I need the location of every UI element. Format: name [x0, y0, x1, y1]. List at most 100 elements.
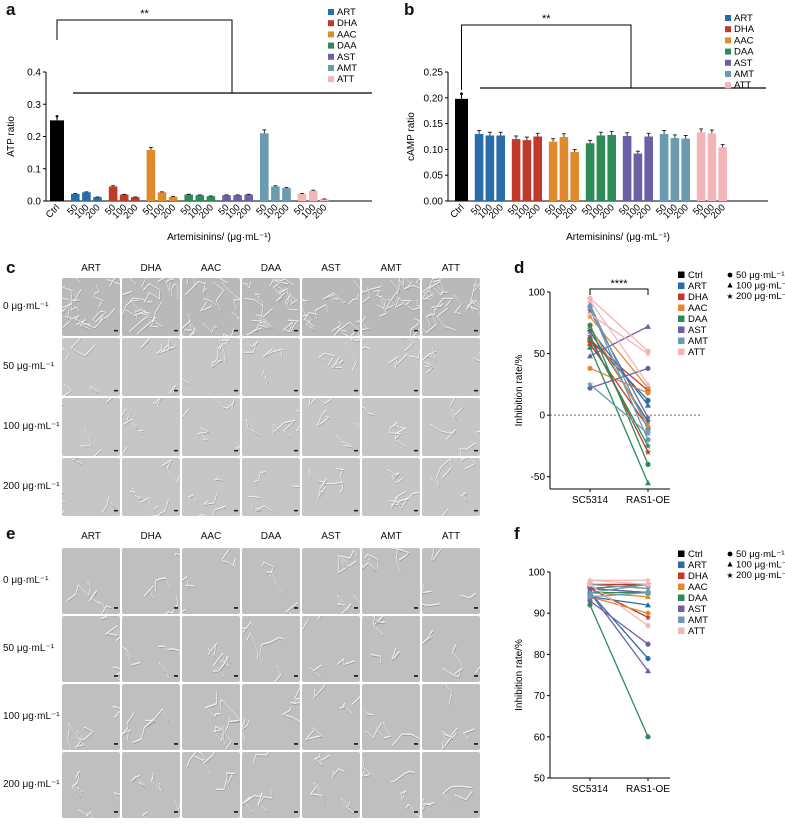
legend-label-aac: AAC: [688, 582, 708, 593]
point-daa: [644, 442, 652, 449]
point-att: [586, 577, 594, 584]
row-header-dose: 100 μg·mL⁻¹: [3, 711, 60, 722]
y-tick-label: 0.1: [27, 164, 41, 175]
legend-label-dha: DHA: [688, 292, 709, 303]
micrograph-daa: [242, 398, 300, 456]
point-ast: [645, 323, 651, 329]
x-tick-label: RAS1-OE: [626, 784, 670, 793]
row-header-dose: 0 μg·mL⁻¹: [3, 575, 49, 586]
bar-dha: [119, 194, 129, 201]
line-ast: [589, 592, 649, 672]
bar-daa: [206, 196, 216, 201]
y-axis-label: Inhibition rate/%: [514, 355, 525, 427]
bar-amt: [271, 186, 280, 201]
legend-swatch-ctrl: [678, 550, 685, 557]
point-att: [645, 622, 651, 629]
legend-swatch-amt: [678, 616, 685, 623]
micrograph-amt: [362, 548, 420, 614]
column-header-daa: DAA: [260, 531, 282, 542]
point-aac: [645, 390, 651, 396]
legend-swatch-art: [328, 9, 334, 15]
point-att: [644, 350, 652, 357]
legend-label-ctrl: Ctrl: [688, 549, 703, 560]
micrograph-ast: [302, 398, 360, 456]
micrograph-att: [422, 338, 480, 396]
legend-swatch-daa: [678, 594, 685, 601]
legend-swatch-daa: [725, 48, 731, 55]
point-dha: [644, 614, 652, 621]
significance-label: **: [542, 13, 551, 25]
legend-swatch-dha: [328, 20, 334, 27]
legend-label-daa: DAA: [734, 47, 754, 58]
legend-swatch-amt: [725, 71, 731, 77]
micrograph-aac: [182, 278, 240, 336]
bar-ast: [633, 153, 643, 201]
bar-ctrl: [455, 98, 468, 201]
bar-daa: [596, 135, 606, 201]
point-daa: [587, 344, 593, 350]
significance-bracket: [589, 288, 649, 295]
y-tick-label: 50: [534, 349, 546, 360]
significance-label: **: [140, 8, 149, 20]
row-header-dose: 100 μg·mL⁻¹: [3, 421, 60, 432]
legend-dose-label: 100 μg·mL⁻¹: [736, 560, 785, 571]
legend-dose-marker: [727, 561, 733, 567]
micrograph-daa: [242, 752, 300, 818]
micrograph-aac: [182, 398, 240, 456]
line-att: [589, 300, 649, 385]
micrograph-att: [422, 398, 480, 456]
point-aac: [644, 384, 652, 392]
micrograph-daa: [242, 458, 300, 516]
line-att: [589, 297, 649, 352]
micrograph-art: [62, 338, 120, 396]
line-daa: [589, 338, 649, 447]
y-tick-label: 0.25: [424, 68, 444, 79]
legend-label-daa: DAA: [688, 314, 708, 325]
legend-label-daa: DAA: [688, 593, 708, 604]
bar-aac: [559, 137, 569, 201]
panel-label-e: e: [6, 524, 16, 543]
legend-label-daa: DAA: [337, 41, 357, 52]
point-amt: [645, 426, 651, 433]
column-header-amt: AMT: [380, 531, 402, 542]
legend-swatch-ast: [678, 326, 685, 333]
column-header-amt: AMT: [380, 263, 402, 274]
legend-dose-marker: ★: [726, 292, 733, 301]
legend-dose-label: 50 μg·mL⁻¹: [736, 270, 785, 281]
bar-amt: [260, 133, 269, 201]
line-att: [589, 583, 649, 627]
micrograph-att: [422, 684, 480, 750]
bar-att: [696, 132, 706, 201]
legend-swatch-art: [678, 561, 685, 568]
point-art: [645, 655, 651, 662]
data-point: [55, 114, 59, 118]
micrograph-art: [62, 398, 120, 456]
bar-art: [93, 197, 102, 201]
legend-label-ast: AST: [688, 604, 707, 615]
bar-art: [485, 135, 495, 201]
y-tick-label: 0.05: [424, 171, 444, 182]
y-tick-label: 0.10: [424, 145, 444, 156]
line-att: [589, 579, 649, 586]
bar-art: [82, 192, 91, 201]
y-tick-label: 50: [534, 774, 546, 785]
micrograph-dha: [122, 398, 180, 456]
data-point: [460, 92, 463, 96]
x-axis-label: Artemisinins/ (μg·mL⁻¹): [167, 232, 271, 243]
line-amt: [589, 383, 649, 435]
panel-label-d: d: [514, 258, 525, 277]
column-header-daa: DAA: [260, 263, 282, 274]
column-header-att: ATT: [441, 531, 461, 542]
significance-bracket: [56, 19, 233, 93]
micrograph-ast: [302, 458, 360, 516]
micrograph-daa: [242, 684, 300, 750]
bar-amt: [659, 133, 669, 201]
legend-label-dha: DHA: [734, 24, 755, 35]
legend-label-ctrl: Ctrl: [688, 270, 703, 281]
y-tick-label: 0: [539, 411, 545, 422]
legend-label-att: ATT: [688, 347, 705, 358]
legend-label-art: ART: [688, 560, 707, 571]
inhibition-line-chart-f: 50 60 70 80 90 100 Inhibition rate/% SC5314 RAS1…: [514, 549, 785, 793]
point-amt: [587, 301, 593, 307]
micrograph-att: [422, 752, 480, 818]
